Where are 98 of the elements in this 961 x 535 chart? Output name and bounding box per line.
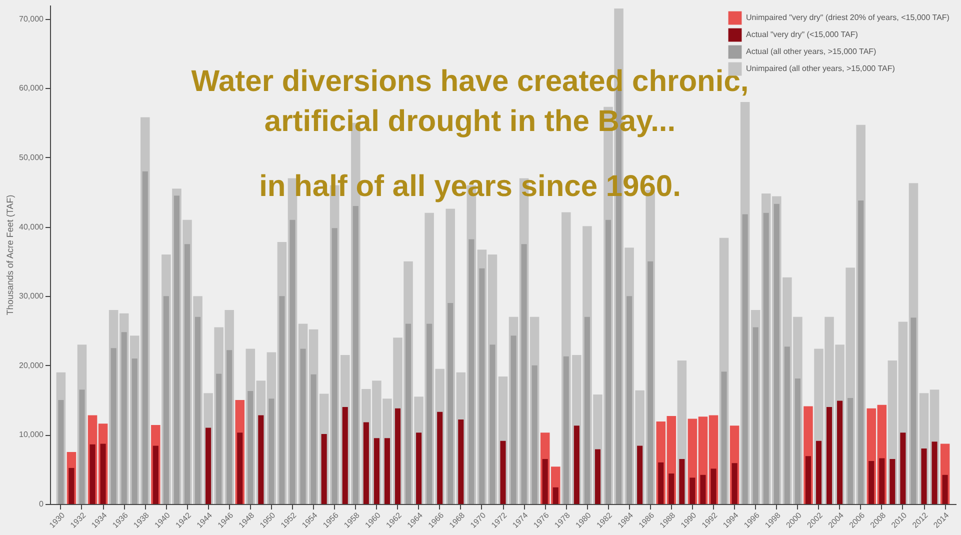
bar (194, 316, 201, 504)
bar (363, 422, 369, 504)
bar (858, 200, 864, 504)
bar (721, 372, 727, 504)
y-tick-label: 0 (39, 500, 44, 508)
bar (279, 296, 285, 504)
bar (668, 474, 674, 504)
bar (90, 444, 96, 504)
bar (352, 206, 358, 504)
bar (374, 438, 380, 504)
bar (479, 268, 485, 504)
bar (532, 365, 538, 504)
bar (300, 348, 306, 504)
y-tick-label: 60,000 (19, 84, 44, 93)
bar (648, 261, 654, 504)
bar (405, 324, 412, 504)
bar (837, 400, 843, 504)
y-tick-label: 70,000 (19, 14, 44, 24)
bar (932, 442, 938, 504)
bar (879, 458, 885, 504)
bar (942, 474, 948, 504)
bar (848, 398, 854, 504)
bar (332, 228, 338, 504)
bar (700, 474, 706, 504)
legend-label: Unimpaired "very dry" (driest 20% of years, <15,000 TAF) (746, 13, 950, 22)
legend-label: Actual "very dry" (<15,000 TAF) (746, 30, 858, 39)
bar (394, 408, 401, 504)
bar (710, 468, 716, 504)
legend-label: Unimpaired (all other years, >15,000 TAF) (746, 64, 896, 73)
y-axis-title: Thousands of Acre Feet (TAF) (5, 194, 16, 316)
y-tick-label: 50,000 (19, 152, 44, 162)
bar (437, 412, 443, 504)
bar (900, 432, 906, 504)
bar (584, 316, 590, 504)
bar (805, 456, 812, 504)
bar (910, 318, 916, 504)
bar (468, 239, 474, 504)
bar (152, 446, 158, 504)
bar (763, 212, 769, 504)
bar (258, 415, 264, 504)
y-tick-label: 40,000 (19, 222, 44, 232)
bar (490, 344, 496, 504)
bar (426, 324, 432, 504)
bar (752, 327, 758, 504)
y-tick-label: 10,000 (19, 430, 44, 440)
bar (79, 390, 85, 504)
bar (448, 303, 454, 504)
bar (742, 214, 748, 504)
bar (500, 440, 506, 504)
bar (248, 391, 254, 504)
bar (416, 432, 422, 504)
bar (626, 296, 632, 504)
bar (690, 478, 696, 504)
bar (679, 458, 685, 504)
bar (637, 446, 643, 504)
bar (321, 434, 327, 504)
bar (100, 444, 106, 504)
bar (921, 448, 927, 504)
bar (868, 461, 874, 504)
bar (68, 468, 74, 504)
bar (132, 358, 138, 504)
bar (58, 400, 64, 504)
bar (342, 406, 348, 504)
bar (732, 463, 738, 504)
y-tick-label: 30,000 (19, 292, 44, 301)
legend-label: Actual (all other years, >15,000 TAF) (746, 47, 877, 56)
bar (121, 332, 127, 504)
bar (563, 356, 569, 504)
bar (206, 428, 212, 504)
bar (384, 438, 390, 504)
bar (594, 449, 601, 504)
bar (552, 487, 558, 504)
bar (163, 296, 169, 504)
bar (542, 458, 548, 504)
bar (816, 440, 822, 504)
bar (784, 346, 790, 504)
bar (310, 374, 316, 504)
bar (184, 244, 190, 504)
bar (774, 204, 780, 504)
bar (226, 350, 232, 504)
bar (826, 406, 832, 504)
bar (237, 432, 243, 504)
annotation: in half of all years since 1960. (259, 170, 681, 203)
bar (510, 336, 516, 504)
y-tick-label: 20,000 (19, 360, 44, 370)
bar (268, 398, 274, 504)
bar (142, 171, 148, 504)
bar (174, 196, 180, 504)
bar (574, 426, 580, 504)
bar (890, 458, 896, 504)
bar (216, 374, 222, 504)
bar (290, 220, 296, 504)
bar (794, 378, 800, 504)
bar (521, 244, 527, 504)
bar (110, 348, 116, 504)
bar (658, 462, 664, 504)
bar (458, 419, 464, 504)
bar (605, 220, 612, 504)
